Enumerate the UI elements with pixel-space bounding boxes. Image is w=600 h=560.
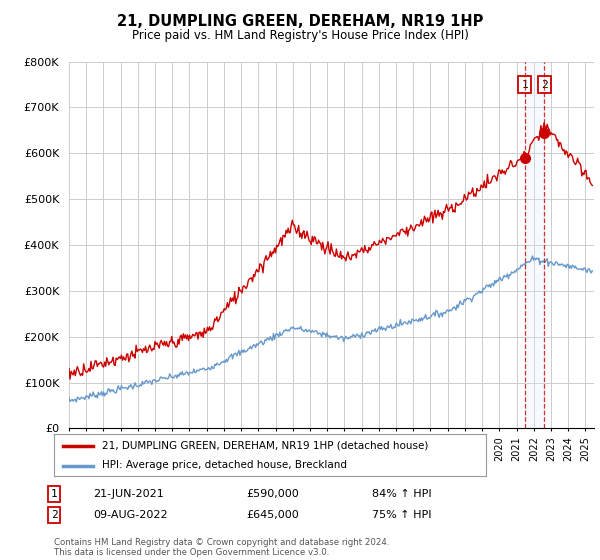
Text: 21-JUN-2021: 21-JUN-2021 <box>93 489 164 499</box>
Text: 1: 1 <box>521 80 528 90</box>
Text: 09-AUG-2022: 09-AUG-2022 <box>93 510 167 520</box>
Text: 21, DUMPLING GREEN, DEREHAM, NR19 1HP: 21, DUMPLING GREEN, DEREHAM, NR19 1HP <box>117 14 483 29</box>
Bar <box>524 62 544 428</box>
Text: 21, DUMPLING GREEN, DEREHAM, NR19 1HP (detached house): 21, DUMPLING GREEN, DEREHAM, NR19 1HP (d… <box>101 441 428 451</box>
Text: Price paid vs. HM Land Registry's House Price Index (HPI): Price paid vs. HM Land Registry's House … <box>131 29 469 42</box>
Text: 1: 1 <box>50 489 58 499</box>
Text: £590,000: £590,000 <box>246 489 299 499</box>
Text: Contains HM Land Registry data © Crown copyright and database right 2024.
This d: Contains HM Land Registry data © Crown c… <box>54 538 389 557</box>
Text: £645,000: £645,000 <box>246 510 299 520</box>
Text: 75% ↑ HPI: 75% ↑ HPI <box>372 510 431 520</box>
Text: HPI: Average price, detached house, Breckland: HPI: Average price, detached house, Brec… <box>101 460 347 470</box>
Text: 84% ↑ HPI: 84% ↑ HPI <box>372 489 431 499</box>
Text: 2: 2 <box>541 80 548 90</box>
Text: 2: 2 <box>50 510 58 520</box>
